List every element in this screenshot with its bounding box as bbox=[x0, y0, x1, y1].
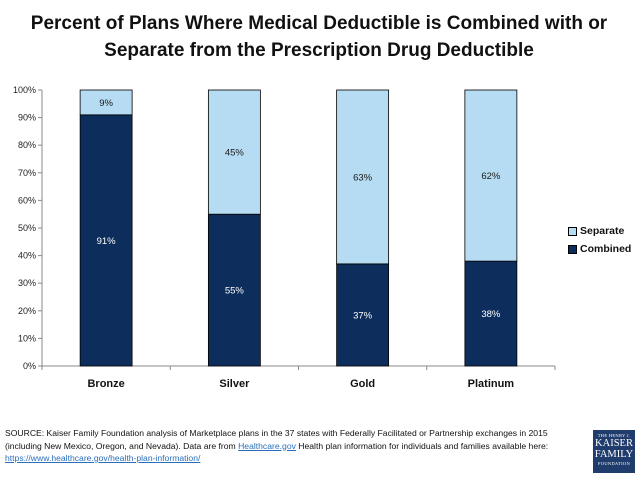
data-label-combined: 91% bbox=[97, 236, 117, 247]
data-label-separate: 45% bbox=[225, 148, 245, 159]
y-tick-label: 0% bbox=[23, 361, 36, 371]
x-category-label: Silver bbox=[219, 378, 250, 390]
data-label-combined: 38% bbox=[481, 309, 501, 320]
y-tick-label: 20% bbox=[18, 306, 36, 316]
bar-combined bbox=[336, 263, 390, 367]
health-plan-info-link[interactable]: https://www.healthcare.gov/health-plan-i… bbox=[5, 453, 201, 463]
bar-separate bbox=[336, 89, 390, 265]
legend-label-separate: Separate bbox=[580, 225, 625, 237]
bar-combined bbox=[79, 114, 133, 367]
data-label-combined: 55% bbox=[225, 286, 245, 297]
chart-legend: Separate Combined bbox=[568, 222, 631, 258]
logo-line-3: FAMILY bbox=[594, 449, 634, 460]
logo-line-2: KAISER bbox=[595, 438, 633, 449]
x-category-label: Platinum bbox=[468, 378, 515, 390]
logo-line-1: THE HENRY J. bbox=[597, 433, 631, 438]
legend-label-combined: Combined bbox=[580, 243, 632, 255]
y-tick-label: 10% bbox=[18, 333, 36, 343]
source-line-1: SOURCE: Kaiser Family Foundation analysi… bbox=[5, 428, 548, 438]
data-label-combined: 37% bbox=[353, 310, 373, 321]
source-text: Health plan information for individuals … bbox=[295, 440, 549, 451]
chart-title-line-2: Separate from the Prescription Drug Dedu… bbox=[104, 40, 534, 61]
source-line-3: https://www.healthcare.gov/health-plan-i… bbox=[5, 452, 585, 465]
legend-item-combined: Combined bbox=[568, 240, 631, 258]
y-tick-label: 50% bbox=[18, 223, 36, 233]
y-tick-label: 90% bbox=[18, 113, 36, 123]
y-tick-label: 30% bbox=[18, 278, 36, 288]
source-line-2: (including New Mexico, Oregon, and Nevad… bbox=[5, 440, 585, 453]
bar-combined bbox=[464, 260, 518, 367]
y-tick-label: 100% bbox=[13, 85, 36, 95]
bar-separate bbox=[79, 89, 133, 116]
logo-line-4: FOUNDATION bbox=[598, 461, 630, 466]
y-tick-label: 80% bbox=[18, 140, 36, 150]
y-tick-label: 60% bbox=[18, 195, 36, 205]
x-category-label: Gold bbox=[350, 378, 375, 390]
legend-swatch-separate bbox=[568, 226, 577, 236]
y-tick-label: 40% bbox=[18, 251, 36, 261]
legend-swatch-combined bbox=[568, 244, 577, 254]
data-label-separate: 62% bbox=[481, 171, 501, 182]
bar-separate bbox=[207, 89, 261, 215]
legend-item-separate: Separate bbox=[568, 222, 631, 240]
source-text: (including New Mexico, Oregon, and Nevad… bbox=[5, 440, 239, 451]
chart-title-line-1: Percent of Plans Where Medical Deductibl… bbox=[30, 13, 608, 34]
data-label-separate: 9% bbox=[99, 98, 113, 109]
x-category-label: Bronze bbox=[87, 378, 124, 390]
healthcare-gov-link[interactable]: Healthcare.gov bbox=[238, 440, 296, 451]
bar-separate bbox=[464, 89, 518, 262]
data-label-separate: 63% bbox=[353, 172, 373, 183]
chart-title: Percent of Plans Where Medical Deductibl… bbox=[0, 10, 638, 64]
bar-combined bbox=[207, 213, 261, 367]
chart-plot: 0% 10% 20% 30% 40% 50% 60% 70% 80% 90% 100% 91% 9% Br… bbox=[13, 85, 556, 390]
source-note: SOURCE: Kaiser Family Foundation analysi… bbox=[5, 427, 585, 465]
y-tick-label: 70% bbox=[18, 168, 36, 178]
kff-logo: THE HENRY J. KAISER FAMILY FOUNDATION bbox=[593, 430, 635, 473]
